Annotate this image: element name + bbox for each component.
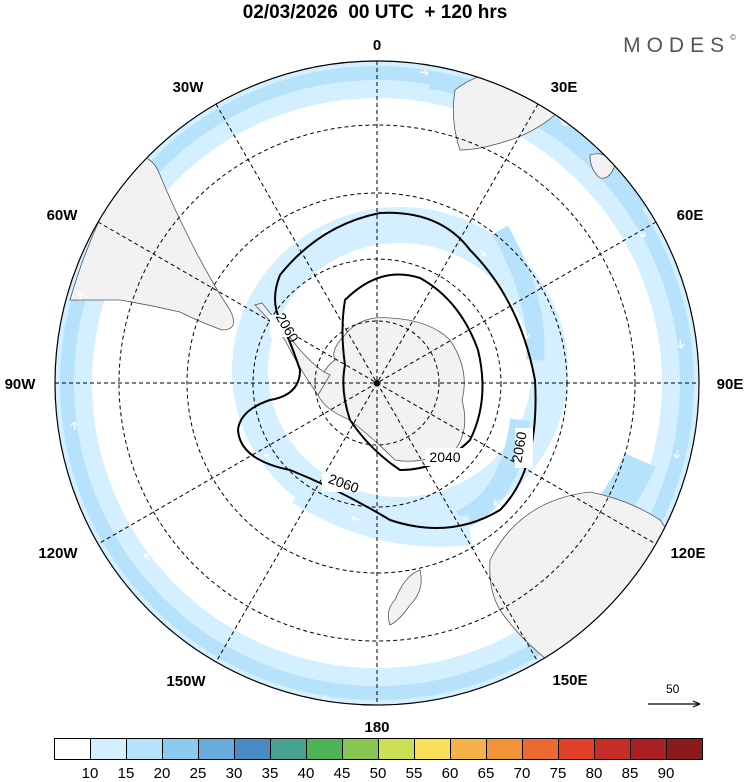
colorbar-bin bbox=[558, 738, 595, 760]
colorbar-tick-label: 15 bbox=[117, 765, 135, 782]
colorbar-tick-label: 80 bbox=[585, 765, 603, 782]
contour-labels: 2040 2060 2060 2060 bbox=[270, 310, 533, 496]
colorbar-bin bbox=[90, 738, 127, 760]
colorbar-bin bbox=[270, 738, 307, 760]
reference-vector-label: 50 bbox=[666, 682, 680, 696]
contour-label-2040: 2040 bbox=[429, 449, 460, 465]
map-title: 02/03/2026 00 UTC + 120 hrs bbox=[242, 2, 508, 23]
longitude-labels: 0 30E 60E 90E 120E 150E 180 150W 120W 90… bbox=[5, 37, 744, 736]
lon-label-60e: 60E bbox=[677, 207, 704, 224]
colorbar-bin bbox=[378, 738, 415, 760]
lon-label-150e: 150E bbox=[552, 672, 587, 689]
colorbar-bin bbox=[414, 738, 451, 760]
colorbar-bin bbox=[630, 738, 667, 760]
reference-vector bbox=[648, 700, 701, 708]
colorbar-tick-label: 50 bbox=[369, 765, 387, 782]
lon-label-90e: 90E bbox=[717, 376, 744, 393]
map-border bbox=[54, 60, 700, 706]
colorbar-tick-label: 75 bbox=[549, 765, 567, 782]
colorbar-tick-label: 20 bbox=[153, 765, 171, 782]
colorbar-tick-label: 40 bbox=[297, 765, 315, 782]
colorbar-bin bbox=[54, 738, 91, 760]
new-zealand bbox=[387, 569, 422, 626]
colorbar-bin bbox=[234, 738, 271, 760]
lon-label-30w: 30W bbox=[173, 79, 205, 96]
brand-logo: MODES© bbox=[623, 33, 736, 57]
colorbar-bin bbox=[450, 738, 487, 760]
lon-label-30e: 30E bbox=[551, 79, 578, 96]
colorbar-bin bbox=[342, 738, 379, 760]
colorbar-tick-label: 65 bbox=[477, 765, 495, 782]
colorbar-bin bbox=[666, 738, 703, 760]
colorbar-bin bbox=[162, 738, 199, 760]
lon-label-120w: 120W bbox=[38, 545, 78, 562]
polar-map: 2040 2060 2060 2060 0 30E 60E 90E 120E 1… bbox=[5, 37, 744, 736]
lon-label-0: 0 bbox=[373, 37, 381, 54]
lon-label-180: 180 bbox=[364, 719, 389, 736]
colorbar bbox=[54, 738, 703, 762]
colorbar-bin bbox=[126, 738, 163, 760]
colorbar-tick-label: 30 bbox=[225, 765, 243, 782]
colorbar-bin bbox=[486, 738, 523, 760]
colorbar-tick-label: 90 bbox=[657, 765, 675, 782]
colorbar-bin bbox=[306, 738, 343, 760]
lon-label-60w: 60W bbox=[47, 207, 79, 224]
contour-label-2060-east: 2060 bbox=[508, 430, 529, 464]
colorbar-tick-label: 70 bbox=[513, 765, 531, 782]
colorbar-tick-label: 10 bbox=[81, 765, 99, 782]
south-pole-marker bbox=[374, 380, 380, 386]
contour-2060 bbox=[236, 211, 537, 529]
colorbar-bin bbox=[594, 738, 631, 760]
colorbar-tick-label: 45 bbox=[333, 765, 351, 782]
colorbar-bin bbox=[522, 738, 559, 760]
colorbar-bin bbox=[198, 738, 235, 760]
lon-label-120e: 120E bbox=[670, 545, 705, 562]
wind-field bbox=[55, 61, 699, 705]
lon-label-150w: 150W bbox=[166, 673, 206, 690]
lon-label-90w: 90W bbox=[5, 376, 37, 393]
colorbar-tick-label: 35 bbox=[261, 765, 279, 782]
colorbar-tick-label: 60 bbox=[441, 765, 459, 782]
colorbar-tick-label: 85 bbox=[621, 765, 639, 782]
colorbar-tick-label: 55 bbox=[405, 765, 423, 782]
colorbar-tick-label: 25 bbox=[189, 765, 207, 782]
